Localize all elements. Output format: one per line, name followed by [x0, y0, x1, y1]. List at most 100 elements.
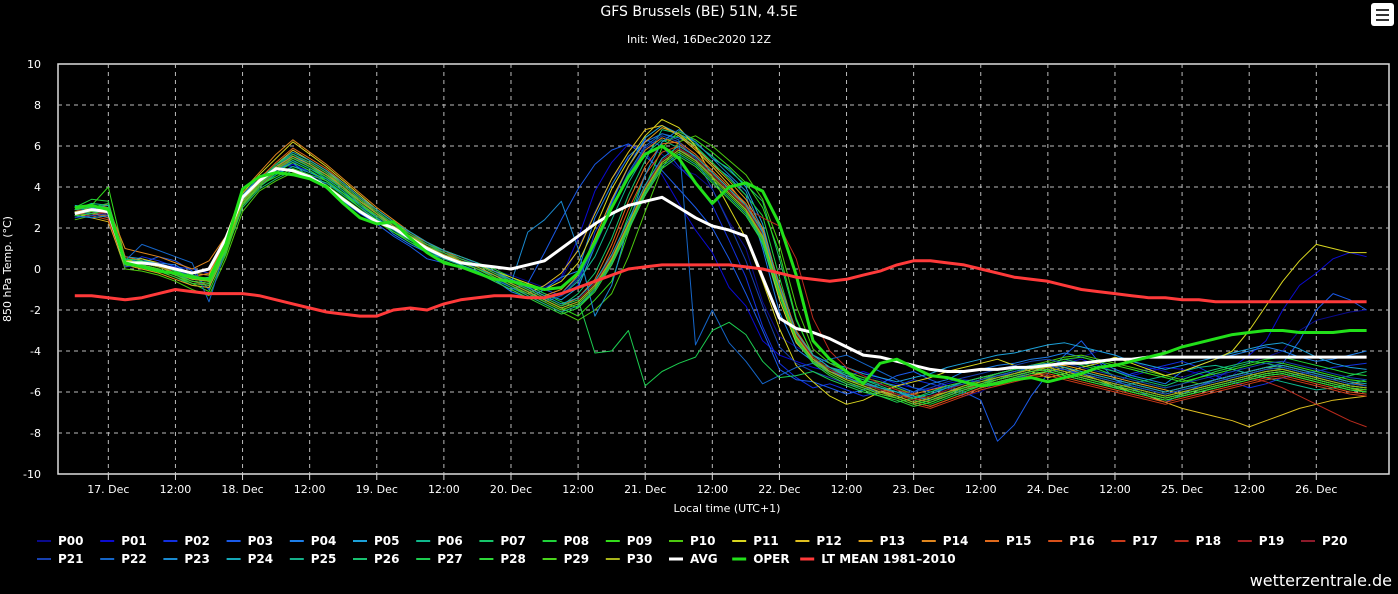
legend-item[interactable]: P08 [542, 534, 590, 548]
legend-item[interactable]: P19 [1237, 534, 1285, 548]
y-tick-label: 2 [34, 222, 41, 235]
x-tick-label: 12:00 [831, 483, 863, 496]
x-tick-label: 17. Dec [87, 483, 129, 496]
legend-item[interactable]: P13 [858, 534, 906, 548]
legend-label: P02 [184, 534, 210, 548]
legend-item[interactable]: P26 [353, 552, 400, 566]
y-tick-label: -6 [30, 386, 41, 399]
legend-label: P09 [627, 534, 653, 548]
y-tick-label: 4 [34, 181, 41, 194]
legend-item[interactable]: P04 [289, 534, 337, 548]
x-tick-label: 26. Dec [1295, 483, 1337, 496]
legend-label: P24 [248, 552, 274, 566]
legend-item[interactable]: P29 [542, 552, 590, 566]
legend-label: LT MEAN 1981–2010 [821, 552, 955, 566]
legend-item[interactable]: LT MEAN 1981–2010 [800, 552, 956, 566]
legend-label: P18 [1196, 534, 1222, 548]
x-tick-label: 18. Dec [221, 483, 263, 496]
legend-item[interactable]: P10 [669, 534, 716, 548]
y-tick-label: -8 [30, 427, 41, 440]
legend-label: P08 [564, 534, 590, 548]
legend-item[interactable]: P11 [732, 534, 779, 548]
legend-item[interactable]: P23 [163, 552, 210, 566]
legend-item[interactable]: P17 [1111, 534, 1158, 548]
legend-item[interactable]: P21 [37, 552, 84, 566]
legend-item[interactable]: AVG [669, 552, 718, 566]
x-tick-label: 12:00 [294, 483, 326, 496]
legend-label: P15 [1006, 534, 1032, 548]
legend-label: P16 [1069, 534, 1095, 548]
y-tick-label: 6 [34, 140, 41, 153]
legend-label: P27 [437, 552, 463, 566]
x-tick-label: 24. Dec [1027, 483, 1069, 496]
legend-item[interactable]: P06 [416, 534, 463, 548]
x-tick-label: 12:00 [1099, 483, 1131, 496]
series-line-lt-mean-1981-2010 [74, 259, 1367, 318]
legend-item[interactable]: P30 [605, 552, 653, 566]
legend-label: P12 [816, 534, 842, 548]
series-line-p29 [74, 151, 1367, 405]
legend-item[interactable]: P02 [163, 534, 210, 548]
series-line-p28 [74, 155, 1367, 407]
legend-item[interactable]: P15 [985, 534, 1032, 548]
legend-item[interactable]: P18 [1174, 534, 1222, 548]
legend-item[interactable]: P07 [479, 534, 526, 548]
legend-label: P01 [121, 534, 147, 548]
legend-item[interactable]: OPER [732, 552, 790, 566]
legend-label: P21 [58, 552, 84, 566]
legend-label: P13 [880, 534, 906, 548]
legend-label: P20 [1322, 534, 1348, 548]
x-tick-label: 23. Dec [893, 483, 935, 496]
x-tick-label: 12:00 [696, 483, 728, 496]
x-tick-label: 21. Dec [624, 483, 666, 496]
y-axis-label: 850 hPa Temp. (°C) [1, 216, 14, 322]
legend-label: P10 [690, 534, 716, 548]
legend-item[interactable]: P22 [100, 552, 147, 566]
legend-item[interactable]: P25 [289, 552, 337, 566]
legend-label: P29 [564, 552, 590, 566]
y-tick-label: 8 [34, 99, 41, 112]
legend-item[interactable]: P16 [1048, 534, 1095, 548]
legend-item[interactable]: P05 [353, 534, 400, 548]
legend-label: OPER [753, 552, 789, 566]
legend-label: AVG [690, 552, 718, 566]
legend-item[interactable]: P28 [479, 552, 526, 566]
legend-item[interactable]: P12 [795, 534, 842, 548]
legend-item[interactable]: P01 [100, 534, 147, 548]
series-line-p30 [74, 149, 1367, 403]
y-tick-label: -4 [30, 345, 41, 358]
hamburger-menu-icon[interactable] [1371, 3, 1394, 26]
y-tick-label: -2 [30, 304, 41, 317]
x-tick-label: 12:00 [428, 483, 460, 496]
legend-item[interactable]: P09 [605, 534, 653, 548]
series-group [74, 118, 1367, 442]
legend-label: P19 [1259, 534, 1285, 548]
legend-label: P00 [58, 534, 84, 548]
x-tick-label: 20. Dec [490, 483, 532, 496]
x-tick-label: 12:00 [965, 483, 997, 496]
y-tick-label: 10 [27, 58, 41, 71]
legend-label: P05 [374, 534, 400, 548]
legend-label: P23 [184, 552, 210, 566]
legend-label: P25 [311, 552, 337, 566]
y-tick-label: -10 [23, 468, 41, 481]
legend-item[interactable]: P20 [1301, 534, 1348, 548]
series-line-p07 [74, 129, 1367, 403]
x-tick-label: 22. Dec [758, 483, 800, 496]
legend-item[interactable]: P27 [416, 552, 463, 566]
x-tick-label: 12:00 [562, 483, 594, 496]
chart-title: GFS Brussels (BE) 51N, 4.5E [600, 4, 798, 20]
series-line-p24 [74, 145, 1367, 399]
legend-label: P14 [943, 534, 969, 548]
legend-label: P17 [1132, 534, 1158, 548]
watermark: wetterzentrale.de [1249, 571, 1392, 590]
legend-item[interactable]: P03 [226, 534, 274, 548]
legend-item[interactable]: P24 [226, 552, 274, 566]
legend-item[interactable]: P14 [921, 534, 969, 548]
y-tick-label: 0 [34, 263, 41, 276]
legend-label: P07 [500, 534, 526, 548]
series-line-oper [74, 144, 1367, 388]
chart-subtitle: Init: Wed, 16Dec2020 12Z [626, 33, 772, 46]
legend-item[interactable]: P00 [37, 534, 84, 548]
